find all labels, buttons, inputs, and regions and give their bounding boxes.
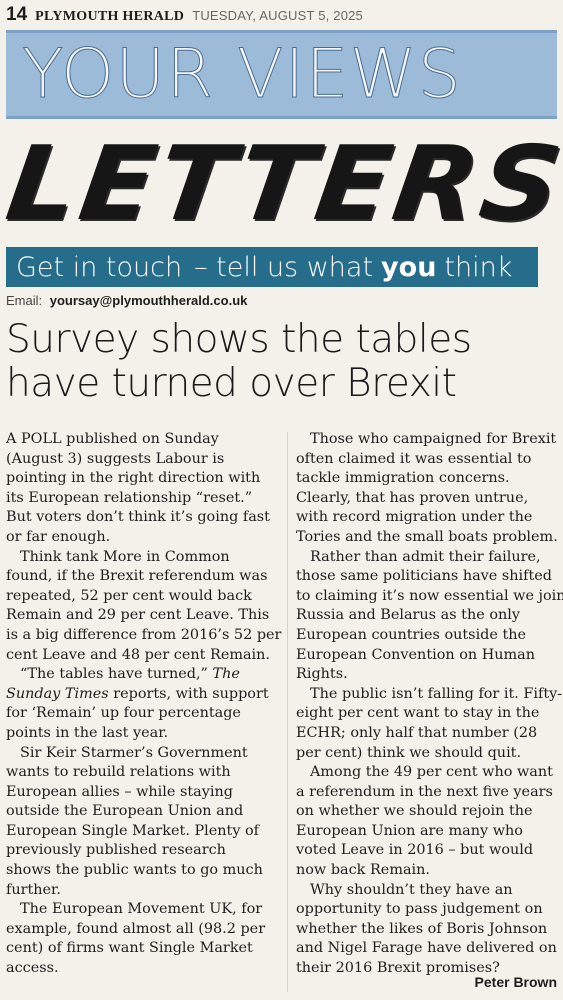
text-line: and Nigel Farage have delivered on (296, 940, 557, 957)
touch-text-emphasis: you (381, 251, 437, 283)
text-line: for ‘Remain’ up four percentage (6, 705, 241, 722)
column-divider (287, 432, 288, 992)
text-line: Rather than admit their failure, (310, 548, 541, 565)
text-line: those same politicians have shifted (296, 568, 552, 585)
publication-name: Sunday Times (6, 685, 109, 702)
paragraph: “The tables have turned,” The Sunday Tim… (6, 665, 280, 743)
touch-text-2: – tell us what (194, 251, 374, 283)
text-line: or far enough. (6, 528, 111, 545)
right-column: Those who campaigned for Brexit often cl… (296, 430, 563, 979)
masthead: 14 PLYMOUTH HERALD TUESDAY, AUGUST 5, 20… (6, 4, 557, 26)
headline-line-1: Survey shows the tables (6, 317, 472, 362)
touch-text-1: Get in touch (16, 251, 183, 283)
headline-line-2: have turned over Brexit (6, 361, 457, 406)
text-line: often claimed it was essential to (296, 450, 532, 467)
text-line: Remain and 29 per cent Leave. This (6, 607, 270, 624)
text-line: found, if the Brexit referendum was (6, 568, 268, 585)
text-line: “The tables have turned,” The (6, 665, 280, 685)
letters-title: LETTERS (0, 125, 563, 244)
text-line: a referendum in the next five years (296, 783, 553, 800)
paragraph: The European Movement UK, for example, f… (6, 900, 280, 978)
text-line: cent Leave and 48 per cent Remain. (6, 646, 270, 663)
text-line: Sir Keir Starmer’s Government (20, 744, 248, 761)
text-line: now back Remain. (296, 862, 430, 879)
text-line: points in the last year. (6, 724, 169, 741)
paragraph: Rather than admit their failure, those s… (296, 548, 563, 685)
text-line: Rights. (296, 666, 348, 683)
text-line: Think tank More in Common (20, 548, 230, 565)
quote-text: “The tables have turned,” (20, 666, 208, 683)
text-line: previously published research (6, 842, 226, 859)
text-line: voted Leave in 2016 – but would (296, 842, 534, 859)
text-line: A POLL published on Sunday (6, 431, 219, 447)
text-line: Sunday Times reports, with support (6, 685, 280, 705)
text-line: to claiming it’s now essential we join (296, 587, 563, 604)
text-line: whether the likes of Boris Johnson (296, 920, 548, 937)
email-address[interactable]: yoursay@plymouthherald.co.uk (49, 293, 248, 308)
text-line: European countries outside the (296, 626, 527, 643)
text-line: The public isn’t falling for it. Fifty- (310, 685, 563, 702)
band-divider (6, 116, 557, 119)
paper-name: PLYMOUTH HERALD (35, 9, 185, 24)
text-line: European Single Market. Plenty of (6, 822, 260, 839)
text-line: with record migration under the (296, 509, 533, 526)
text-line: European Union are many who (296, 822, 523, 839)
text-line: European Convention on Human (296, 646, 536, 663)
text-line: access. (6, 960, 59, 977)
text-line: wants to rebuild relations with (6, 764, 231, 781)
text-line: shows the public wants to go much (6, 862, 263, 879)
text-line: Russia and Belarus as the only (296, 607, 520, 624)
paragraph: Why shouldn’t they have an opportunity t… (296, 881, 558, 979)
text-line: cent) of firms want Single Market (6, 940, 253, 957)
paragraph: Sir Keir Starmer’s Government wants to r… (6, 744, 280, 901)
your-views-title: YOUR VIEWS (22, 35, 462, 114)
text-line: Among the 49 per cent who want (310, 764, 553, 781)
issue-date: TUESDAY, AUGUST 5, 2025 (192, 8, 363, 23)
email-label: Email: (6, 293, 43, 308)
text-line: per cent) think we should quit. (296, 744, 522, 761)
text-line: eight per cent want to stay in the (296, 705, 540, 722)
letters-banner: LETTERS (0, 125, 563, 244)
email-line: Email: yoursay@plymouthherald.co.uk (6, 293, 247, 311)
article-headline: Survey shows the tables have turned over… (6, 318, 558, 406)
publication-name: The (212, 666, 240, 683)
text-line: Those who campaigned for Brexit (310, 431, 557, 447)
paragraph: Think tank More in Common found, if the … (6, 548, 282, 666)
text-line: Clearly, that has proven untrue, (296, 489, 529, 506)
text-line: Why shouldn’t they have an (310, 881, 513, 898)
text-line: ECHR; only half that number (28 (296, 724, 538, 741)
letter-signature: Peter Brown (474, 974, 557, 990)
text-line: tackle immigration concerns. (296, 470, 510, 487)
text-line: repeated, 52 per cent would back (6, 587, 252, 604)
left-column: A POLL published on Sunday (August 3) su… (6, 430, 282, 979)
text-line: (August 3) suggests Labour is (6, 450, 225, 467)
text-line: on whether we should rejoin the (296, 803, 533, 820)
page-number: 14 (6, 4, 28, 25)
text-line: European allies – while staying (6, 783, 233, 800)
text-line: Tories and the small boats problem. (296, 528, 558, 545)
paragraph: Those who campaigned for Brexit often cl… (296, 430, 558, 548)
touch-text-3: think (444, 251, 513, 283)
text-line: example, found almost all (98.2 per (6, 920, 266, 937)
text-line: its European relationship “reset.” (6, 489, 253, 506)
paragraph: A POLL published on Sunday (August 3) su… (6, 430, 280, 548)
text-fragment: reports, with support (113, 685, 269, 702)
your-views-band: YOUR VIEWS (6, 30, 557, 117)
text-line: outside the European Union and (6, 803, 244, 820)
text-line: But voters don’t think it’s going fast (6, 509, 270, 526)
text-line: opportunity to pass judgement on (296, 901, 543, 918)
get-in-touch-band: Get in touch – tell us what you think (6, 247, 538, 287)
text-line: pointing in the right direction with (6, 470, 261, 487)
text-line: further. (6, 881, 61, 898)
paragraph: Among the 49 per cent who want a referen… (296, 763, 558, 881)
text-line: is a big difference from 2016’s 52 per (6, 626, 282, 643)
text-line: The European Movement UK, for (20, 901, 263, 918)
paragraph: The public isn’t falling for it. Fifty- … (296, 685, 563, 763)
text-line: their 2016 Brexit promises? (296, 960, 500, 977)
